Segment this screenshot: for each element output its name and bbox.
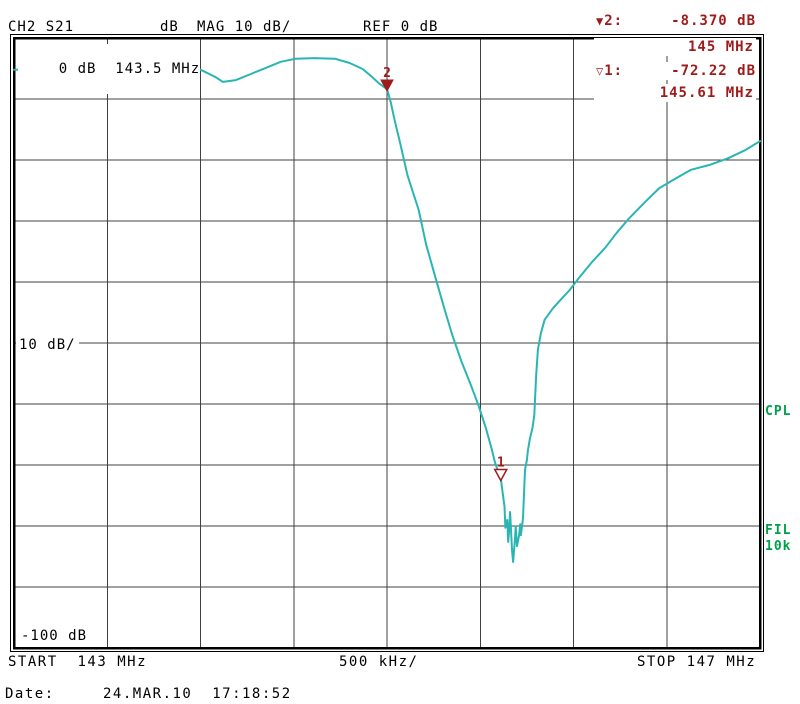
coupling-annunciator: CPL (765, 404, 792, 419)
marker1-hollow-triangle-icon: ▽ (596, 64, 605, 78)
marker2-readout-label: ▼2: (596, 13, 624, 29)
marker-2-number: 2 (383, 66, 391, 81)
ref-level-value: 0 dB (58, 61, 97, 77)
marker2-filled-triangle-icon: ▼ (596, 14, 605, 28)
marker-1-triangle (493, 468, 509, 483)
marker2-value: -8.370 dB (671, 13, 756, 29)
date-label: Date: (5, 686, 55, 702)
date-value: 24.MAR.10 17:18:52 (103, 686, 292, 702)
start-frequency-label: START 143 MHz (8, 654, 148, 670)
reference-label: REF 0 dB (363, 19, 439, 35)
unit-label: dB (160, 19, 179, 35)
channel-trace-label: CH2 S21 (8, 19, 75, 35)
marker2-frequency: 145 MHz (594, 38, 756, 56)
ref-level-label: 0 dB 143.5 MHz (18, 44, 200, 94)
marker2-readout-line: ▼2: -8.370 dB (594, 12, 758, 30)
marker1-readout-line: ▽1: -72.22 dB (594, 62, 758, 80)
marker1-value: -72.22 dB (671, 63, 756, 79)
s21-trace (13, 57, 761, 563)
stop-frequency-label: STOP 147 MHz (637, 654, 757, 670)
filter-annunciator-line1: FIL (765, 523, 792, 538)
ref-freq-value: 143.5 MHz (115, 61, 201, 77)
format-label: MAG 10 dB/ (197, 19, 292, 35)
filter-annunciator-line2: 10k (765, 539, 792, 554)
marker1-readout-label: ▽1: (596, 63, 624, 79)
span-per-div-label: 500 kHz/ (339, 654, 419, 670)
bottom-level-label: -100 dB (18, 627, 91, 645)
marker1-frequency: 145.61 MHz (594, 84, 756, 102)
scale-per-div-label: 10 dB/ (16, 336, 79, 354)
marker-1-number: 1 (497, 456, 505, 471)
grid-frame-inner (12, 36, 762, 650)
marker-2-triangle (380, 79, 394, 93)
grid-frame-outer (10, 34, 764, 652)
